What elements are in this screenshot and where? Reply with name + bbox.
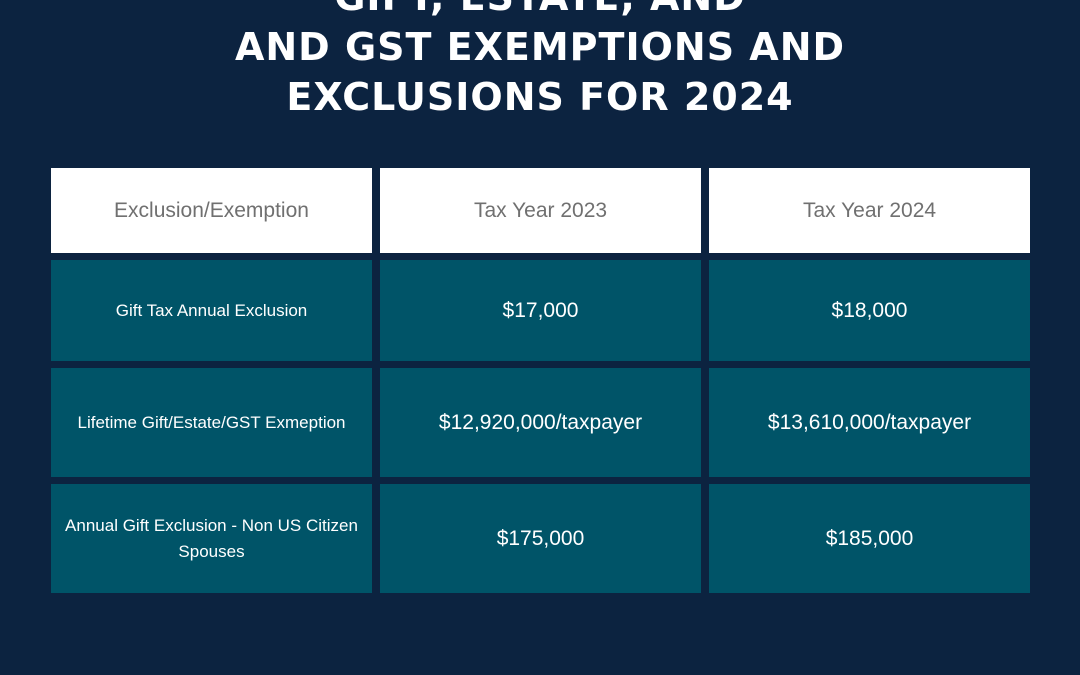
row-3-value-2023: $175,000 bbox=[380, 484, 701, 593]
header-tax-year-2023: Tax Year 2023 bbox=[380, 168, 701, 253]
row-3-value-2024: $185,000 bbox=[709, 484, 1030, 593]
page-title: GIFT, ESTATE, AND AND GST EXEMPTIONS AND… bbox=[0, 0, 1080, 122]
header-tax-year-2024: Tax Year 2024 bbox=[709, 168, 1030, 253]
exemptions-table: Exclusion/Exemption Tax Year 2023 Tax Ye… bbox=[51, 168, 1030, 593]
title-line-3: EXCLUSIONS FOR 2024 bbox=[286, 75, 794, 119]
row-1-value-2024: $18,000 bbox=[709, 260, 1030, 361]
title-line-2: AND GST EXEMPTIONS AND bbox=[234, 25, 846, 69]
row-1-label: Gift Tax Annual Exclusion bbox=[51, 260, 372, 361]
row-2-value-2023: $12,920,000/taxpayer bbox=[380, 368, 701, 477]
header-exclusion-exemption: Exclusion/Exemption bbox=[51, 168, 372, 253]
row-2-label: Lifetime Gift/Estate/GST Exmeption bbox=[51, 368, 372, 477]
row-3-label: Annual Gift Exclusion - Non US Citizen S… bbox=[51, 484, 372, 593]
title-line-1: GIFT, ESTATE, AND bbox=[0, 0, 1080, 22]
row-1-value-2023: $17,000 bbox=[380, 260, 701, 361]
row-2-value-2024: $13,610,000/taxpayer bbox=[709, 368, 1030, 477]
